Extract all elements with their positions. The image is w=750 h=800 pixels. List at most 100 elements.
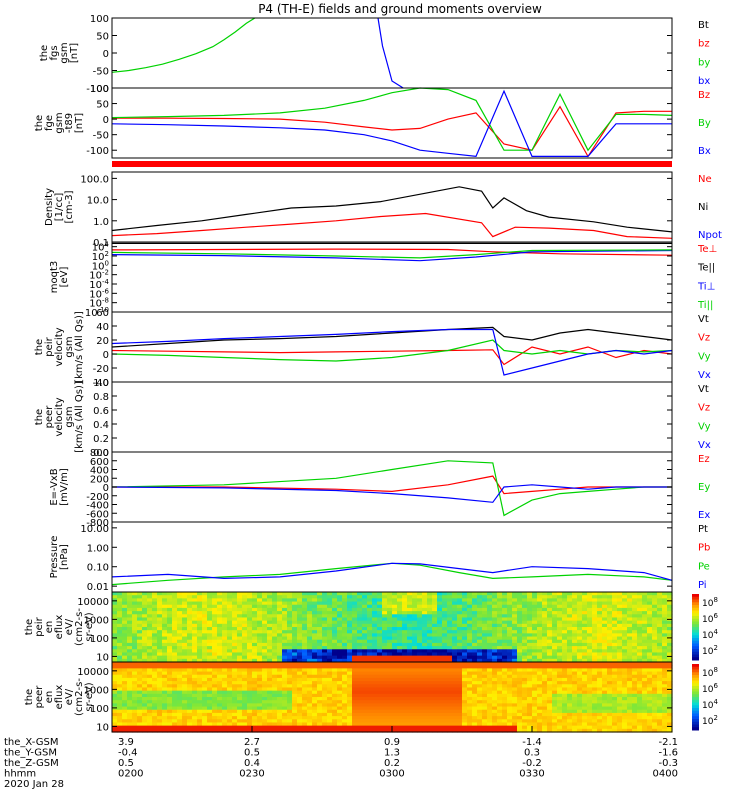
y-tick-label: 50	[96, 100, 109, 111]
x-tick-label: -1.4	[522, 737, 542, 748]
y-axis-label: E=-VxB	[49, 468, 60, 505]
y-axis-label: eflux	[54, 685, 65, 710]
panel-frame	[111, 381, 673, 453]
y-axis-label: -t89	[64, 113, 75, 133]
y-axis-label: fgs	[49, 45, 60, 60]
panel-density: Ne Ni Npot 100.0 10.0 1.0 0.1 Density [1/cc] [cm-…	[44, 171, 722, 249]
x-tick-label: 0.4	[244, 758, 260, 769]
legend-label: Vt	[698, 384, 709, 395]
y-tick-label: 10-8	[89, 297, 109, 310]
y-axis-label: [km/s (All Qs)]	[74, 381, 85, 453]
series-line-fge	[111, 89, 672, 158]
legend-label: bx	[698, 76, 710, 87]
panel-peir_eflux: 108 106 104 102 10000 1000 100 10 the peir en eflux…	[24, 591, 718, 663]
series-line-fge	[111, 87, 673, 152]
y-tick-label: 0.10	[87, 563, 109, 574]
y-axis-label: eflux	[54, 615, 65, 640]
x-tick-label: 0.2	[384, 758, 400, 769]
legend-label: Bx	[698, 146, 711, 157]
y-tick-label: 0.8	[93, 392, 109, 403]
y-tick-label: 10.00	[80, 524, 109, 535]
series-line-efield	[111, 484, 672, 503]
legend-label: Vx	[698, 440, 711, 451]
y-tick-label: 0.1	[93, 238, 109, 249]
y-tick-label: 10.0	[87, 196, 109, 207]
y-tick-label: 102	[92, 250, 109, 263]
legend-label: Ey	[698, 482, 710, 493]
y-tick-label: 600	[90, 457, 109, 468]
x-row-label: the_Y-GSM	[4, 748, 57, 759]
y-tick-label: 10-2	[89, 269, 109, 282]
y-tick-label: 0.6	[93, 406, 109, 417]
x-axis-date: 2020 Jan 28	[4, 779, 64, 790]
y-tick-label: -400	[86, 501, 109, 512]
y-tick-label: 0.2	[93, 434, 109, 445]
x-row-label: the_X-GSM	[4, 737, 58, 748]
y-axis-label: en	[44, 691, 55, 704]
series-line-fgs	[111, 17, 256, 73]
y-tick-label: -800	[86, 518, 109, 529]
y-tick-label: 100	[90, 14, 109, 25]
y-tick-label: -200	[86, 492, 109, 503]
spectrogram-peir_eflux	[112, 592, 673, 663]
legend-label: Vy	[698, 421, 711, 432]
y-axis-label: sr-eV)	[84, 682, 95, 711]
y-axis-label: the	[24, 689, 35, 705]
y-tick-label: 1.00	[87, 543, 109, 554]
y-axis-label: peer	[34, 685, 45, 709]
y-tick-label: 0	[103, 350, 109, 361]
panel-peer_eflux: 108 106 104 102 10000 1000 100 10 the peer en eflux…	[24, 661, 718, 733]
series-line-density	[111, 186, 673, 233]
series-line-peir_vel	[111, 339, 673, 362]
y-tick-label: 1000	[84, 685, 109, 696]
y-tick-label: 10000	[77, 597, 109, 608]
panel-frame	[111, 171, 673, 243]
legend-label: Vt	[698, 314, 709, 325]
x-tick-label: 0200	[118, 769, 143, 780]
y-tick-label: 10	[96, 722, 109, 733]
legend-label: Ti⊥	[697, 281, 715, 292]
y-tick-label: 100	[90, 704, 109, 715]
y-axis-label: [eV]	[59, 267, 70, 288]
x-tick-label: -2.1	[658, 737, 678, 748]
y-tick-label: 0.0	[93, 448, 109, 459]
data-gap-bar	[112, 161, 672, 167]
legend-label: By	[698, 118, 711, 129]
y-axis-label: eV/	[64, 688, 75, 705]
colorbar-tick: 102	[702, 714, 718, 727]
spectrogram-peer_eflux	[112, 662, 673, 733]
y-tick-label: 0	[103, 115, 109, 126]
legend-label: Pi	[698, 580, 707, 591]
legend-label: Te||	[697, 263, 715, 274]
legend-label: Pb	[698, 543, 710, 554]
y-axis-label: moqt3	[49, 261, 60, 294]
legend-label: Ez	[698, 454, 710, 465]
chart-title: P4 (TH-E) fields and ground moments over…	[258, 2, 542, 16]
y-axis-label: peir	[34, 616, 45, 636]
colorbar-tick: 106	[702, 682, 718, 695]
series-line-temp	[111, 249, 673, 259]
y-axis-label: [nT]	[69, 43, 80, 63]
y-tick-label: -100	[86, 84, 109, 95]
legend-label: Vz	[698, 403, 710, 414]
x-tick-label: 0.3	[524, 748, 540, 759]
legend-label: Vy	[698, 351, 711, 362]
legend-label: Pe	[698, 561, 710, 572]
y-tick-label: 0.01	[87, 582, 109, 593]
series-line-density	[111, 212, 673, 239]
legend-label: Vx	[698, 370, 711, 381]
legend-label: Ex	[698, 510, 710, 521]
x-tick-label: 0300	[379, 769, 404, 780]
y-tick-label: 100	[90, 84, 109, 95]
panel-frame	[111, 241, 673, 313]
y-tick-label: 100	[92, 259, 109, 272]
series-line-temp	[111, 249, 673, 262]
colorbar-tick: 102	[702, 644, 718, 657]
colorbar-tick: 108	[702, 596, 718, 609]
y-tick-label: -600	[86, 509, 109, 520]
x-tick-label: 0230	[239, 769, 264, 780]
x-tick-label: 1.3	[384, 748, 400, 759]
series-line-fgs	[377, 17, 404, 89]
